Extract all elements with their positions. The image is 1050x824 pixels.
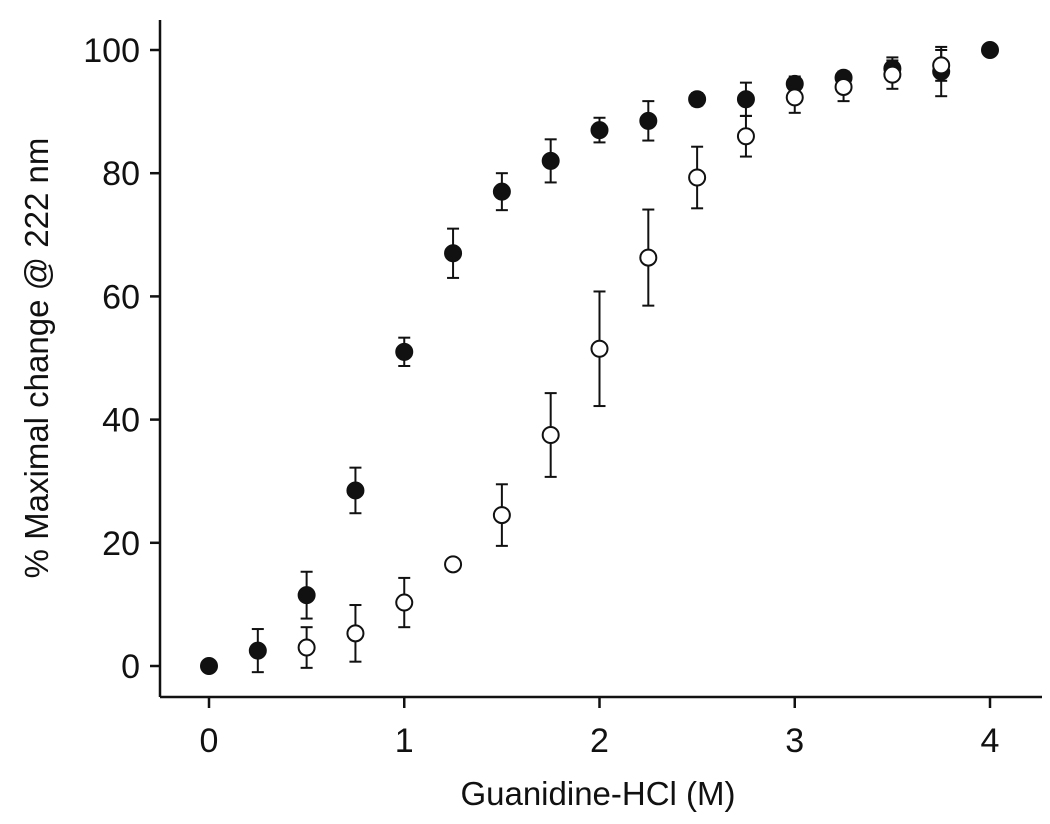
data-point-filled: [444, 244, 463, 263]
data-point-open: [639, 248, 658, 267]
x-tick-label: 1: [395, 722, 414, 760]
data-point-open: [541, 426, 560, 444]
data-point-open: [297, 638, 316, 657]
data-point-filled: [395, 342, 414, 361]
data-point-open: [736, 127, 755, 146]
data-point-filled: [590, 121, 609, 140]
y-axis-title: % Maximal change @ 222 nm: [18, 138, 55, 579]
y-tick-label: 100: [83, 32, 140, 70]
y-tick-label: 20: [102, 525, 140, 563]
axes: [158, 20, 1042, 699]
y-tick-label: 80: [102, 155, 140, 193]
y-ticks: 0 20 40 60 80 100: [83, 32, 160, 686]
data-point-filled: [492, 182, 511, 201]
y-tick-label: 0: [121, 648, 140, 686]
y-tick-label: 60: [102, 278, 140, 316]
x-tick-label: 3: [785, 722, 804, 760]
error-bars: [251, 45, 948, 674]
data-point-open: [444, 555, 463, 574]
markers: [200, 41, 999, 675]
data-point-filled: [639, 111, 658, 130]
data-point-filled: [688, 90, 707, 109]
data-point-open: [346, 624, 365, 643]
data-point-filled: [981, 41, 999, 59]
data-point-open: [834, 77, 853, 96]
data-point-filled: [200, 657, 218, 675]
x-tick-label: 0: [200, 722, 219, 760]
data-point-filled: [346, 481, 365, 500]
x-axis-title: Guanidine-HCl (M): [460, 775, 735, 812]
x-ticks: 0 1 2 3 4: [200, 697, 1000, 760]
data-point-open: [590, 339, 609, 358]
data-point-open: [932, 56, 951, 75]
x-tick-label: 2: [590, 722, 609, 760]
data-point-filled: [248, 641, 267, 660]
data-point-open: [883, 65, 902, 84]
data-point-open: [395, 593, 414, 612]
data-point-open: [492, 506, 511, 525]
data-point-open: [785, 88, 804, 107]
data-point-filled: [736, 90, 755, 109]
x-tick-label: 4: [981, 722, 1000, 760]
y-tick-label: 40: [102, 402, 140, 440]
data-point-open: [688, 168, 707, 187]
data-point-filled: [541, 151, 560, 170]
data-point-filled: [297, 586, 316, 605]
